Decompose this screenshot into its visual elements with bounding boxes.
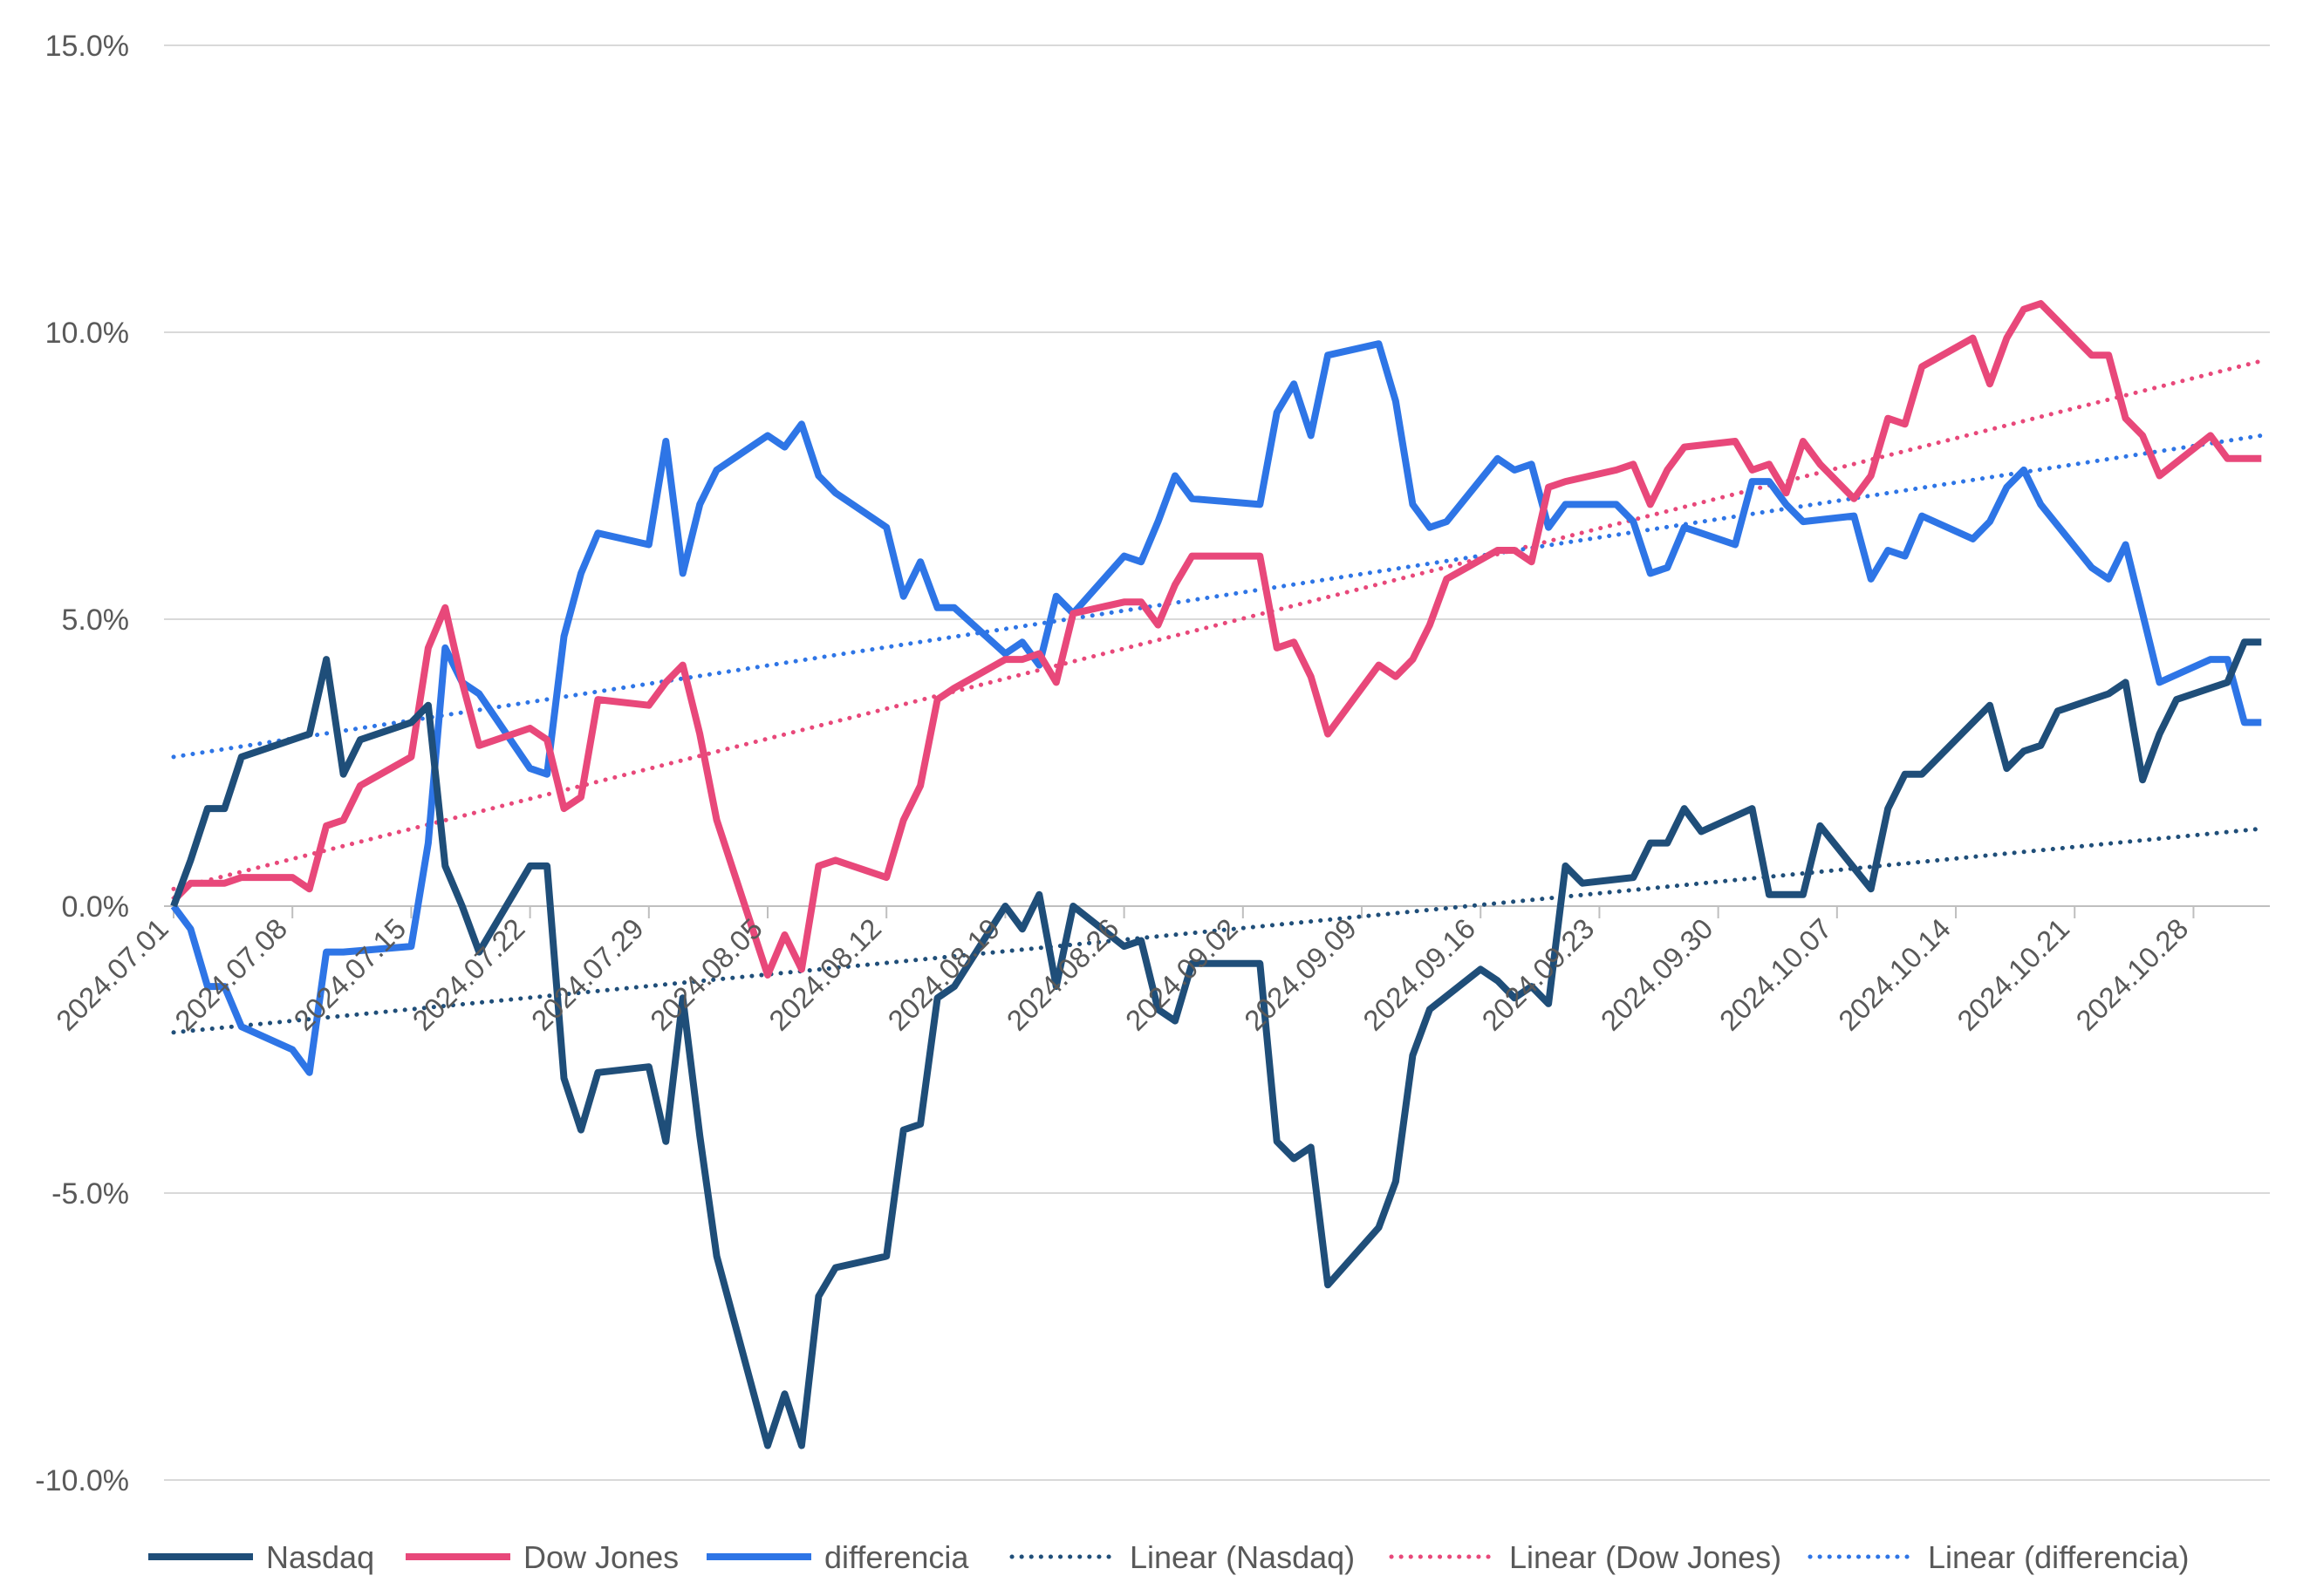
legend-label: Linear (Dow Jones) [1509,1539,1781,1575]
x-tick-label: 2024.08.05 [644,912,769,1037]
y-tick-label: 5.0% [62,604,130,637]
y-tick-label: 10.0% [45,317,129,350]
x-tick-label: 2024.09.02 [1119,912,1244,1037]
series-line-linear-differencia [171,433,2264,760]
y-axis-tick-labels: -10.0% -5.0% 0.0% 5.0% 10.0% 15.0% [35,30,129,1497]
gridlines [164,44,2270,1481]
legend-label: Linear (differencia) [1928,1539,2190,1575]
x-tick-label: 2024.09.16 [1357,912,1481,1037]
legend-label: Dow Jones [523,1539,679,1575]
series-line-dow-jones [171,300,2262,979]
series-line-nasdaq [170,638,2262,1449]
legend-label: Linear (Nasdaq) [1130,1539,1355,1575]
x-tick-label: 2024.07.01 [50,912,174,1037]
series-lines [170,300,2264,1449]
x-tick-label: 2024.07.08 [168,912,293,1037]
x-tick-label: 2024.07.29 [525,912,650,1037]
y-tick-label: -5.0% [51,1177,129,1211]
legend: Nasdaq Dow Jones differencia Linear (Nasdaq… [148,1539,2190,1575]
series-line-linear-dow-jones [171,358,2264,891]
x-tick-label: 2024.09.09 [1238,912,1363,1037]
legend-label: differencia [824,1539,969,1575]
x-tick-label: 2024.10.21 [1951,912,2075,1037]
series-line-linear-nasdaq [171,826,2264,1035]
y-tick-label: -10.0% [35,1464,129,1497]
legend-label: Nasdaq [266,1539,374,1575]
x-tick-label: 2024.10.14 [1832,912,1957,1037]
x-tick-label: 2024.10.28 [2069,912,2194,1037]
series-line-differencia [170,340,2262,1076]
x-tick-label: 2024.08.26 [1001,912,1125,1037]
x-tick-label: 2024.10.07 [1713,912,1838,1037]
x-tick-label: 2024.07.15 [287,912,412,1037]
x-axis-tick-labels: 2024.07.012024.07.082024.07.152024.07.22… [50,912,2194,1037]
x-tick-label: 2024.09.30 [1595,912,1719,1037]
x-tick-label: 2024.08.19 [881,912,1006,1037]
y-tick-label: 15.0% [45,30,129,63]
y-tick-label: 0.0% [62,890,130,924]
